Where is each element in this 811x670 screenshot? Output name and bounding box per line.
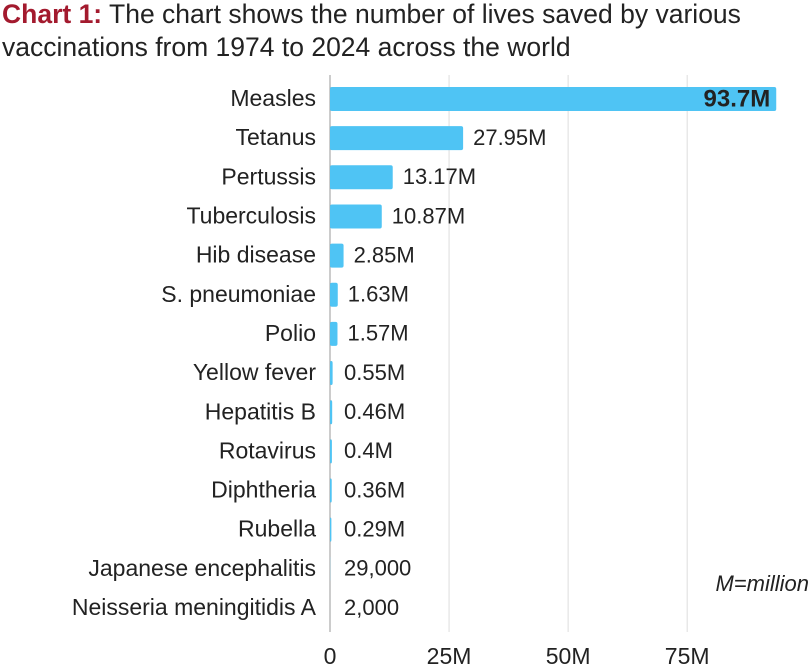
bar: [330, 478, 332, 503]
y-tick-label: Pertussis: [221, 163, 316, 189]
bar: [330, 361, 333, 386]
y-tick-label: Yellow fever: [193, 359, 317, 385]
value-label: 0.4M: [344, 438, 393, 463]
chart-title: Chart 1: The chart shows the number of l…: [2, 0, 742, 64]
value-label: 1.57M: [347, 321, 408, 346]
x-tick-label: 25M: [427, 643, 472, 669]
bar: [330, 204, 382, 229]
value-label: 0.29M: [344, 516, 405, 541]
y-tick-label: Polio: [265, 320, 316, 346]
value-label: 1.63M: [348, 282, 409, 307]
y-tick-label: Tetanus: [235, 124, 316, 150]
y-tick-label: Neisseria meningitidis A: [72, 594, 317, 620]
value-label: 0.46M: [344, 399, 405, 424]
y-tick-label: Rotavirus: [219, 437, 316, 463]
annotation: M=million: [715, 571, 809, 596]
y-tick-label: Measles: [230, 85, 316, 111]
y-tick-label: Hepatitis B: [205, 398, 316, 424]
x-tick-label: 50M: [546, 643, 591, 669]
bar: [330, 165, 393, 190]
value-label: 0.55M: [344, 360, 405, 385]
bar: [330, 282, 338, 307]
y-tick-label: S. pneumoniae: [161, 281, 316, 307]
y-tick-label: Tuberculosis: [186, 203, 316, 229]
value-label: 2.85M: [354, 242, 415, 267]
value-label: 29,000: [344, 556, 411, 581]
y-tick-label: Rubella: [238, 516, 316, 542]
value-label: 27.95M: [473, 125, 546, 150]
bar: [330, 400, 333, 425]
y-tick-label: Hib disease: [196, 242, 316, 268]
y-tick-label: Japanese encephalitis: [88, 555, 316, 581]
bar: [330, 87, 777, 111]
bar: [330, 321, 338, 346]
title-prefix: Chart 1:: [2, 0, 103, 29]
bar: [330, 517, 332, 542]
value-label: 93.7M: [704, 85, 771, 112]
value-label: 0.36M: [344, 477, 405, 502]
value-label: 10.87M: [392, 203, 465, 228]
y-tick-label: Diphtheria: [211, 477, 316, 503]
bar: [330, 439, 332, 464]
title-text: The chart shows the number of lives save…: [2, 0, 741, 62]
bar: [330, 243, 344, 268]
x-tick-label: 0: [324, 643, 337, 669]
x-tick-label: 75M: [665, 643, 710, 669]
value-label: 13.17M: [403, 164, 476, 189]
bar: [330, 126, 464, 151]
value-label: 2,000: [344, 595, 399, 620]
